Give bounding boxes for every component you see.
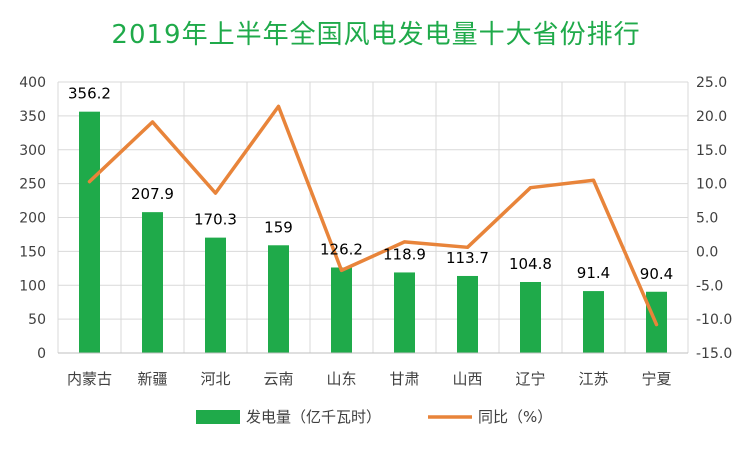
y-left-tick-label: 350 (19, 109, 46, 125)
y-right-tick-label: 10.0 (696, 177, 727, 193)
yoy-point (340, 268, 343, 272)
legend-swatch-bar (196, 410, 240, 424)
bar-data-label: 207.9 (131, 185, 174, 203)
bar (394, 272, 415, 353)
bar-data-label: 159 (264, 218, 293, 236)
x-category-label: 山东 (326, 370, 356, 388)
yoy-point (592, 178, 595, 182)
yoy-point (88, 180, 91, 184)
x-category-label: 河北 (200, 370, 230, 388)
y-left-tick-label: 400 (19, 75, 46, 91)
y-right-tick-label: 20.0 (696, 109, 727, 125)
yoy-point (151, 120, 154, 124)
axes: 0 50 100 150 200 250 300 350 400 -15.0 -10.0 -5.0 0.… (19, 75, 732, 388)
line-series (87, 104, 659, 327)
bar-data-label: 118.9 (383, 245, 426, 263)
y-left-tick-label: 0 (37, 346, 46, 362)
y-left-tick-label: 50 (28, 312, 46, 328)
bar (142, 212, 163, 353)
yoy-point (466, 245, 469, 249)
bar (79, 111, 100, 353)
y-left-tick-label: 250 (19, 177, 46, 193)
bar (583, 291, 604, 353)
x-category-label: 辽宁 (515, 370, 545, 388)
x-category-label: 云南 (263, 370, 293, 388)
x-category-label: 山西 (452, 370, 482, 388)
y-right-tick-label: 5.0 (696, 211, 718, 227)
y-left-tick-label: 300 (19, 143, 46, 159)
y-left-tick-label: 100 (19, 278, 46, 294)
bar-data-label: 113.7 (446, 249, 489, 267)
x-category-label: 江苏 (578, 370, 608, 388)
y-left-tick-label: 200 (19, 211, 46, 227)
chart-title: 2019年上半年全国风电发电量十大省份排行 (111, 20, 641, 50)
yoy-line (87, 104, 659, 327)
y-right-tick-label: 15.0 (696, 143, 727, 159)
y-right-tick-label: -10.0 (696, 312, 732, 328)
x-category-label: 宁夏 (641, 370, 671, 388)
legend-label-bar: 发电量（亿千瓦时） (246, 408, 381, 426)
bar-data-label: 170.3 (194, 211, 237, 229)
bar (268, 245, 289, 353)
y-left-tick-label: 150 (19, 244, 46, 260)
bar (331, 267, 352, 353)
bar-data-label: 356.2 (68, 85, 111, 103)
data-labels: 356.2 207.9 170.3 159 126.2 118.9 113.7 104.8 91… (68, 85, 673, 283)
legend: 发电量（亿千瓦时） 同比（%） (196, 408, 552, 426)
yoy-point (277, 104, 280, 108)
yoy-point (403, 240, 406, 244)
bar (205, 237, 226, 353)
yoy-point (655, 323, 658, 327)
legend-label-line: 同比（%） (478, 408, 552, 426)
x-category-label: 甘肃 (389, 370, 419, 388)
y-right-tick-label: -15.0 (696, 346, 732, 362)
x-category-label: 新疆 (137, 370, 167, 388)
y-right-tick-label: 0.0 (696, 244, 718, 260)
yoy-point (529, 186, 532, 190)
bar-data-label: 90.4 (640, 265, 673, 283)
x-category-label: 内蒙古 (67, 370, 112, 388)
y-right-tick-label: -5.0 (696, 278, 723, 294)
bar-data-label: 104.8 (509, 255, 552, 273)
bar-data-label: 91.4 (577, 264, 610, 282)
bar-series (79, 111, 667, 353)
yoy-point (214, 191, 217, 195)
bar-data-label: 126.2 (320, 240, 363, 258)
bar (457, 275, 478, 353)
y-right-tick-label: 25.0 (696, 75, 727, 91)
bar (520, 281, 541, 353)
